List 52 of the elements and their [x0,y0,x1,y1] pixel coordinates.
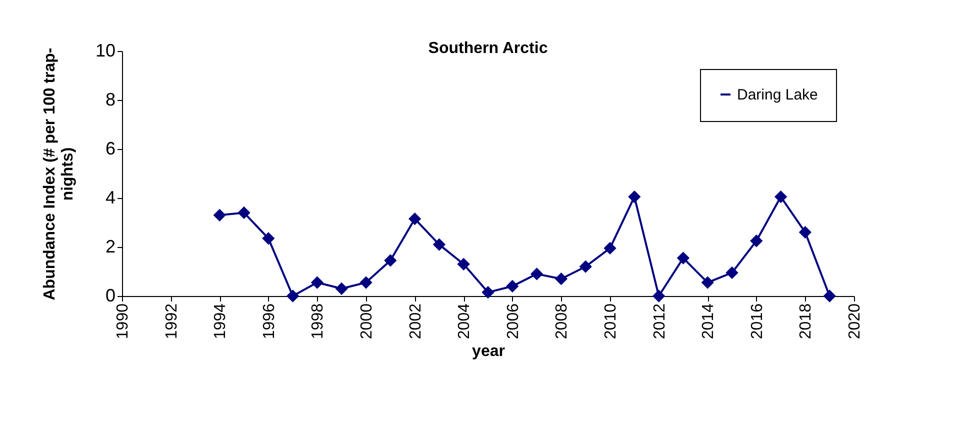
point [652,290,666,302]
x-tick-label: 1994 [212,303,230,340]
x-tick-label: 1990 [114,303,132,340]
x-tick-label: 1992 [163,303,180,340]
point [213,208,226,222]
point [384,254,397,267]
point [360,276,372,289]
point [750,234,763,248]
x-axis-title: year [472,343,505,360]
x-tick-label: 2006 [504,303,522,340]
point [432,238,446,251]
point [530,268,544,280]
x-tick-label: 1996 [260,303,278,340]
x-tick-label: 2010 [602,303,620,340]
x-tick-label: 2000 [358,303,376,340]
y-tick-label: 0 [105,286,116,306]
point [701,276,714,289]
point [408,212,422,226]
point [457,258,470,270]
x-tick-label: 2016 [748,303,766,340]
point [676,252,690,264]
point [798,226,812,239]
legend-label: Daring Lake [737,86,818,104]
y-tick-label: 10 [95,40,116,60]
x-tick-label: 2014 [700,303,718,340]
point [262,232,275,245]
point [774,190,788,204]
x-tick-label: 2004 [456,303,474,340]
y-tick-label: 4 [105,188,116,208]
y-tick-label: 2 [105,236,116,256]
x-tick-label: 2012 [651,303,668,340]
x-tick-label: 2008 [554,303,571,340]
point [506,280,519,293]
y-tick-label: 6 [105,138,116,158]
point [310,276,324,289]
point [238,206,250,220]
x-tick-label: 1998 [310,303,327,340]
point [726,266,738,280]
point [335,282,348,295]
point [482,286,494,299]
point [823,290,836,302]
x-tick-label: 2020 [846,303,864,340]
point [554,272,568,286]
y-tick-label: 8 [105,90,116,110]
x-tick-label: 2018 [798,303,815,340]
x-tick-label: 2002 [407,303,424,340]
point [604,242,616,255]
y-axis-title: Abundance Index (# per 100 trap-nights) [41,48,76,300]
point [628,190,641,204]
point [579,260,592,273]
chart-title: Southern Arctic [428,40,548,57]
point [286,290,300,302]
